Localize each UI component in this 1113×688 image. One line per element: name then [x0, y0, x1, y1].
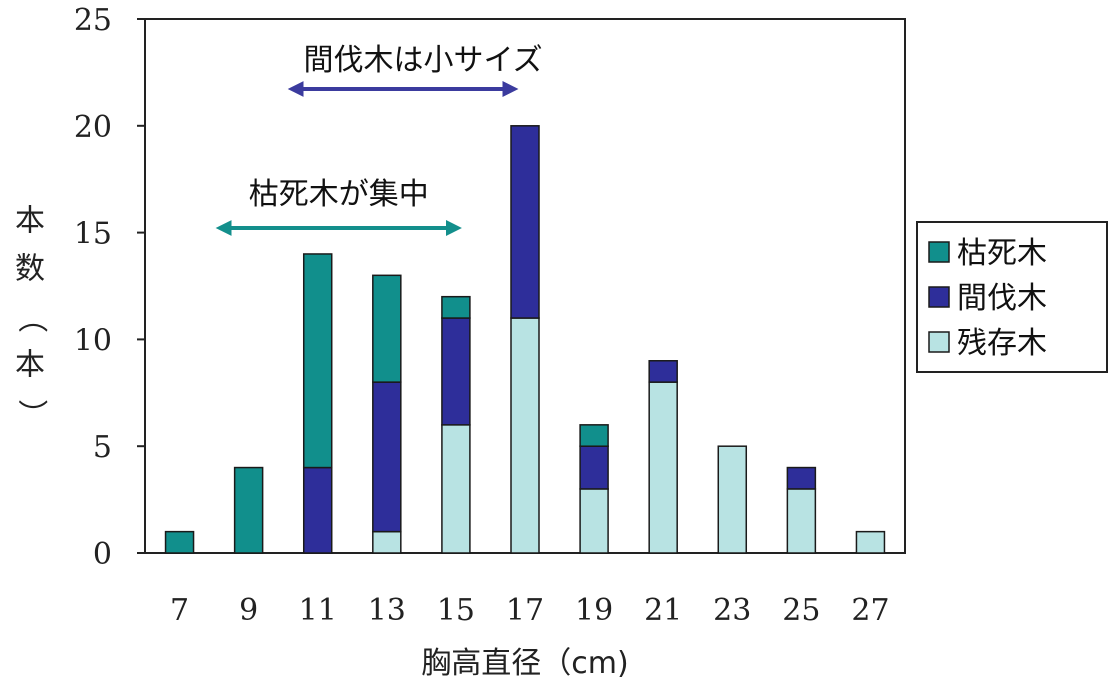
bar-segment-21-s0 [648, 381, 678, 554]
x-tick-label: 19 [575, 593, 613, 628]
legend-swatch [928, 331, 950, 353]
y-tick-labels: 0 5 10 15 20 25 [74, 3, 145, 572]
bar-segment-7-s2 [164, 530, 195, 554]
x-tick-label: 25 [782, 593, 820, 628]
x-tick-labels: 7 9 11 13 15 17 19 21 23 25 27 [170, 593, 890, 628]
bar-segment-15-s1 [441, 317, 471, 426]
bar-segment-13-s1 [372, 381, 402, 533]
bar-segment-13-s2 [372, 274, 402, 383]
bar-segment-17-s0 [510, 317, 540, 554]
annotation-label: 間伐木は小サイズ [304, 43, 543, 78]
bar-segment-25-s1 [786, 466, 817, 490]
bar-segment-17-s1 [510, 125, 540, 319]
x-tick-label: 9 [239, 593, 258, 628]
bar-segment-13-s0 [372, 530, 402, 554]
bar-segment-11-s2 [302, 253, 333, 469]
bar-segment-9-s2 [233, 466, 264, 554]
bar-segment-15-s0 [441, 424, 471, 554]
x-tick-label: 17 [506, 593, 544, 628]
legend-label: 残存木 [957, 326, 1047, 361]
y-axis-title-char: 本 [15, 348, 45, 383]
y-tick-label: 10 [74, 323, 112, 358]
y-axis-title-char: ） [14, 399, 49, 429]
bar-segment-11-s1 [302, 466, 333, 554]
y-tick-label: 15 [74, 217, 112, 252]
legend-label: 間伐木 [957, 281, 1047, 316]
bar-segment-21-s1 [648, 360, 678, 383]
x-tick-label: 23 [713, 593, 751, 628]
legend-swatch [928, 241, 950, 263]
y-tick-label: 5 [93, 430, 112, 465]
x-tick-label: 11 [299, 593, 337, 628]
y-axis-title: 本数（本） [14, 204, 49, 430]
bars-layer [164, 125, 886, 554]
x-tick-label: 7 [170, 593, 189, 628]
x-tick-label: 21 [644, 593, 682, 628]
y-axis-title-char: （ [14, 303, 49, 333]
annotation-label: 枯死木が集中 [249, 177, 429, 212]
bar-segment-25-s0 [786, 488, 817, 554]
y-tick-label: 0 [93, 537, 112, 572]
bar-segment-27-s0 [855, 530, 886, 554]
bar-segment-23-s0 [717, 445, 748, 554]
bar-segment-15-s2 [441, 295, 471, 319]
bar-segment-19-s1 [579, 445, 609, 490]
y-axis-title-char: 数 [15, 252, 45, 287]
bar-segment-19-s2 [579, 424, 609, 447]
x-axis-title: 胸高直径（cm) [421, 646, 628, 681]
legend-label: 枯死木 [957, 236, 1047, 271]
y-tick-label: 20 [74, 110, 112, 145]
legend-swatch [928, 286, 950, 308]
bar-segment-19-s0 [579, 488, 609, 554]
y-tick-label: 25 [74, 3, 112, 38]
x-tick-label: 13 [368, 593, 406, 628]
x-tick-label: 27 [851, 593, 889, 628]
x-tick-label: 15 [437, 593, 475, 628]
y-axis-title-char: 本 [15, 204, 45, 239]
